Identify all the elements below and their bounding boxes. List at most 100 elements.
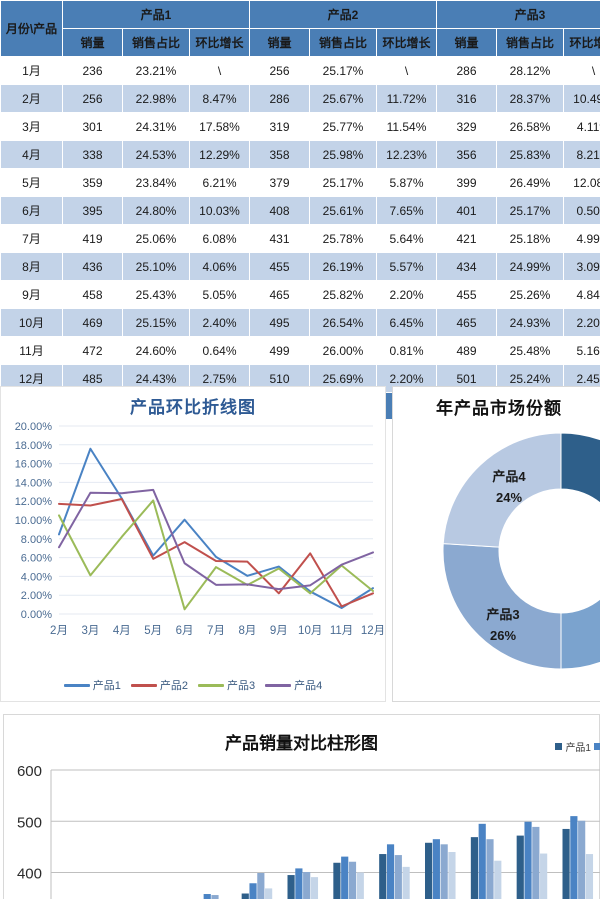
sub-header-qty-2: 销量 [249,28,310,57]
bar-产品1-9月 [425,842,433,899]
table-cell: 24.80% [122,196,190,225]
bar-产品4-10月 [494,860,502,899]
table-cell: 329 [436,112,497,141]
line-chart-ytick: 20.00% [15,421,53,433]
sales-table: 月份\产品 产品1 产品2 产品3 销量 销售占比 环比增长 销量 销售占比 环… [0,0,600,420]
table-cell: 24.60% [122,336,190,365]
line-legend-label: 产品1 [92,680,121,692]
line-chart-ytick: 2.00% [21,590,52,602]
line-chart-xtick: 7月 [207,625,225,637]
bar-产品2-12月 [570,816,578,899]
table-cell: 6.21% [189,168,250,197]
table-cell: 25.43% [122,280,190,309]
line-chart-ytick: 10.00% [15,515,53,527]
legend-swatch-product2-clipped [594,743,600,750]
donut-label-percent: 24% [496,490,522,505]
line-chart-panel[interactable]: 产品环比折线图 0.00% 2.00% 4.00% 6.00% 8.00% 10.00% 1… [0,386,386,702]
bar-产品3-10月 [486,839,494,899]
table-cell: 25.77% [309,112,377,141]
donut-chart-svg: 产品4 24% 产品3 26% [442,432,600,670]
sub-header-growth-3: 环比增长 [563,28,600,57]
table-cell: 12.23% [376,140,437,169]
donut-label-name: 产品3 [486,607,519,622]
line-chart-legend: 产品1 产品2 产品3 产品4 [1,677,385,693]
table-cell: 24.53% [122,140,190,169]
bar-产品1-11月 [516,835,524,899]
bar-产品3-6月 [303,871,311,899]
table-cell: 8.21% [563,140,600,169]
bar-产品2-4月 [203,894,211,899]
charts-row: 产品环比折线图 0.00% 2.00% 4.00% 6.00% 8.00% 10.00% 1… [0,386,600,704]
line-legend-item: 产品2 [130,677,188,693]
line-legend-label: 产品2 [159,680,188,692]
bar-产品2-8月 [386,844,395,899]
donut-label-name: 产品4 [492,469,526,484]
table-cell: 23.21% [122,56,190,85]
table-cell: 12.08% [563,168,600,197]
sales-table-container: 月份\产品 产品1 产品2 产品3 销量 销售占比 环比增长 销量 销售占比 环… [0,0,600,420]
product-group-header-2: 产品2 [249,0,437,29]
sub-header-qty-3: 销量 [436,28,497,57]
table-cell: 5.87% [376,168,437,197]
table-cell: 24.31% [122,112,190,141]
table-cell: 26.19% [309,252,377,281]
line-legend-swatch [198,683,224,687]
table-cell-month: 8月 [0,252,63,281]
table-cell: \ [189,56,250,85]
table-cell: 419 [62,224,123,253]
bar-产品4-5月 [265,888,273,899]
bar-产品3-8月 [394,855,402,899]
table-header-row-groups: 月份\产品 产品1 产品2 产品3 [0,0,600,57]
line-chart-xtick: 6月 [176,625,194,637]
table-cell: 10.03% [189,196,250,225]
sub-header-growth-1: 环比增长 [189,28,250,57]
donut-chart-panel[interactable]: 年产品市场份额 产品4 24% 产品3 26% [392,386,600,702]
table-cell: 25.61% [309,196,377,225]
table-cell: 12.29% [189,140,250,169]
table-cell: 24.93% [496,308,564,337]
bar-产品1-10月 [470,837,479,899]
table-cell: 408 [249,196,310,225]
table-cell: 256 [249,56,310,85]
table-cell: 4.11% [563,112,600,141]
table-cell: 301 [62,112,123,141]
table-cell: 4.06% [189,252,250,281]
table-row: 7月 419 25.06% 6.08% 431 25.78% 5.64% 421 25.18% 4… [0,224,600,253]
table-cell: 436 [62,252,123,281]
table-cell: 236 [62,56,123,85]
table-cell: 26.58% [496,112,564,141]
table-cell: 286 [436,56,497,85]
table-cell: 25.67% [309,84,377,113]
bar-产品4-12月 [585,854,594,899]
bar-产品3-5月 [257,873,265,899]
table-cell: 5.57% [376,252,437,281]
line-chart-xtick: 9月 [270,625,288,637]
table-cell: 11.72% [376,84,437,113]
table-row: 5月 359 23.84% 6.21% 379 25.17% 5.87% 399 26.49% 1… [0,168,600,197]
table-row: 2月 256 22.98% 8.47% 286 25.67% 11.72% 316 28.37%… [0,84,600,113]
bar-产品2-11月 [524,821,532,899]
table-cell: 25.18% [496,224,564,253]
line-legend-label: 产品3 [227,680,256,692]
table-cell: 25.48% [496,336,564,365]
line-legend-item: 产品3 [198,677,255,693]
bar-chart-panel[interactable]: 产品销量对比柱形图 产品1 300400500600 [3,714,600,899]
table-cell-month: 2月 [0,84,63,113]
table-row: 10月 469 25.15% 2.40% 495 26.54% 6.45% 465 24.93%… [0,308,600,337]
table-cell-month: 6月 [0,196,63,225]
line-chart-ytick: 12.00% [15,496,53,508]
table-cell: 25.83% [496,140,564,169]
table-cell: 26.49% [496,168,564,197]
table-cell: 25.26% [496,280,564,309]
line-chart-xtick: 8月 [238,625,256,637]
bar-产品2-6月 [295,868,303,899]
bar-chart-svg: 300400500600 [17,763,600,899]
table-cell: 338 [62,140,123,169]
table-cell: 25.78% [309,224,377,253]
table-cell: 7.65% [376,196,437,225]
table-cell: 25.15% [122,308,190,337]
table-row: 1月 236 23.21% \ 256 25.17% \ 286 28.12% \ [0,56,600,85]
table-cell: 359 [62,168,123,197]
line-chart-xtick: 4月 [113,625,131,637]
table-cell: 489 [436,336,497,365]
